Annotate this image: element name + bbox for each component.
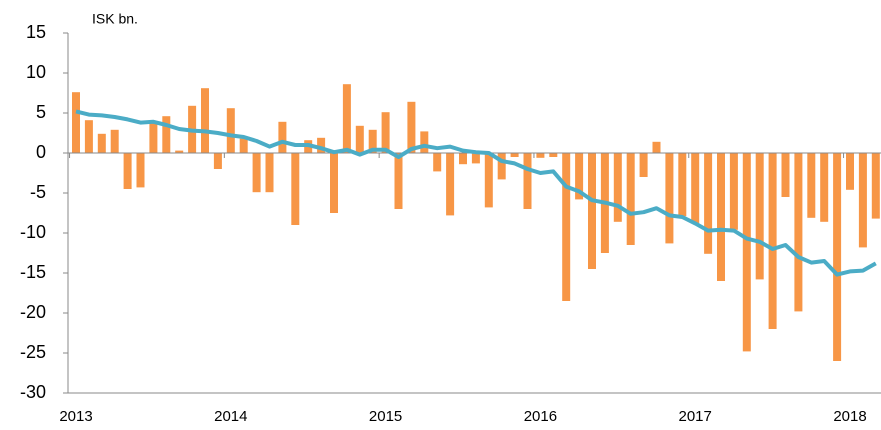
bar [368, 129, 377, 153]
y-tick-label: -10 [20, 222, 46, 242]
bar [149, 121, 158, 153]
bar [562, 153, 571, 301]
bar [355, 125, 364, 153]
y-tick-label: -30 [20, 382, 46, 402]
bar [510, 153, 519, 157]
bar [433, 153, 442, 172]
x-tick-label: 2017 [679, 408, 712, 425]
bar [781, 153, 790, 197]
bar [239, 138, 248, 153]
bar [717, 153, 725, 281]
bar [162, 116, 171, 153]
y-tick-label: 15 [26, 22, 46, 42]
bar [201, 88, 209, 153]
bar [846, 153, 854, 190]
bar [871, 153, 880, 219]
x-tick-label: 2018 [833, 408, 866, 425]
bar [575, 153, 584, 200]
bar [278, 121, 287, 153]
y-tick-label: -15 [20, 262, 46, 282]
y-tick-label: -20 [20, 302, 46, 322]
bar [523, 153, 532, 209]
bar [330, 153, 338, 213]
bar [858, 153, 867, 248]
bar [291, 153, 300, 225]
bar [175, 150, 184, 153]
bar [420, 131, 429, 153]
y-tick-label: 5 [36, 102, 46, 122]
line [75, 109, 877, 277]
bar [471, 153, 480, 164]
bar [97, 133, 106, 153]
bar [394, 153, 403, 209]
x-tick-label: 2016 [524, 408, 557, 425]
x-tick-label: 2015 [369, 408, 402, 425]
y-tick-label: 10 [26, 62, 46, 82]
bar [213, 153, 222, 169]
bar [459, 153, 467, 165]
bar [626, 153, 635, 245]
bar [833, 153, 842, 361]
bar [742, 153, 751, 352]
y-tick-label: -5 [30, 182, 46, 202]
bar [755, 153, 764, 280]
x-tick-label: 2013 [59, 408, 92, 425]
bar [536, 153, 545, 158]
bar [381, 112, 390, 153]
bar [768, 153, 777, 329]
bar [110, 129, 119, 153]
bar [407, 101, 416, 153]
bar [549, 153, 558, 157]
bar [639, 153, 648, 177]
bar [252, 153, 261, 193]
bar [342, 84, 351, 153]
bar [123, 153, 132, 189]
bar [72, 92, 80, 153]
bar [613, 153, 622, 222]
bar [226, 108, 235, 153]
bar [691, 153, 700, 224]
bar [84, 120, 93, 153]
y-axis-label: ISK bn. [92, 11, 138, 27]
y-tick-label: -25 [20, 342, 46, 362]
bar [497, 153, 506, 180]
bar [729, 153, 738, 230]
bar [265, 153, 274, 193]
bar [794, 153, 803, 312]
bar [317, 137, 326, 153]
bar [807, 153, 816, 218]
bar [484, 153, 493, 208]
bar [652, 141, 661, 153]
bar [136, 153, 145, 188]
bar [678, 153, 687, 217]
bar [588, 153, 596, 269]
y-tick-label: 0 [36, 142, 46, 162]
bar [704, 153, 713, 254]
x-tick-label: 2014 [214, 408, 247, 425]
bar [820, 153, 829, 222]
bar [665, 153, 674, 244]
bar [446, 153, 455, 216]
